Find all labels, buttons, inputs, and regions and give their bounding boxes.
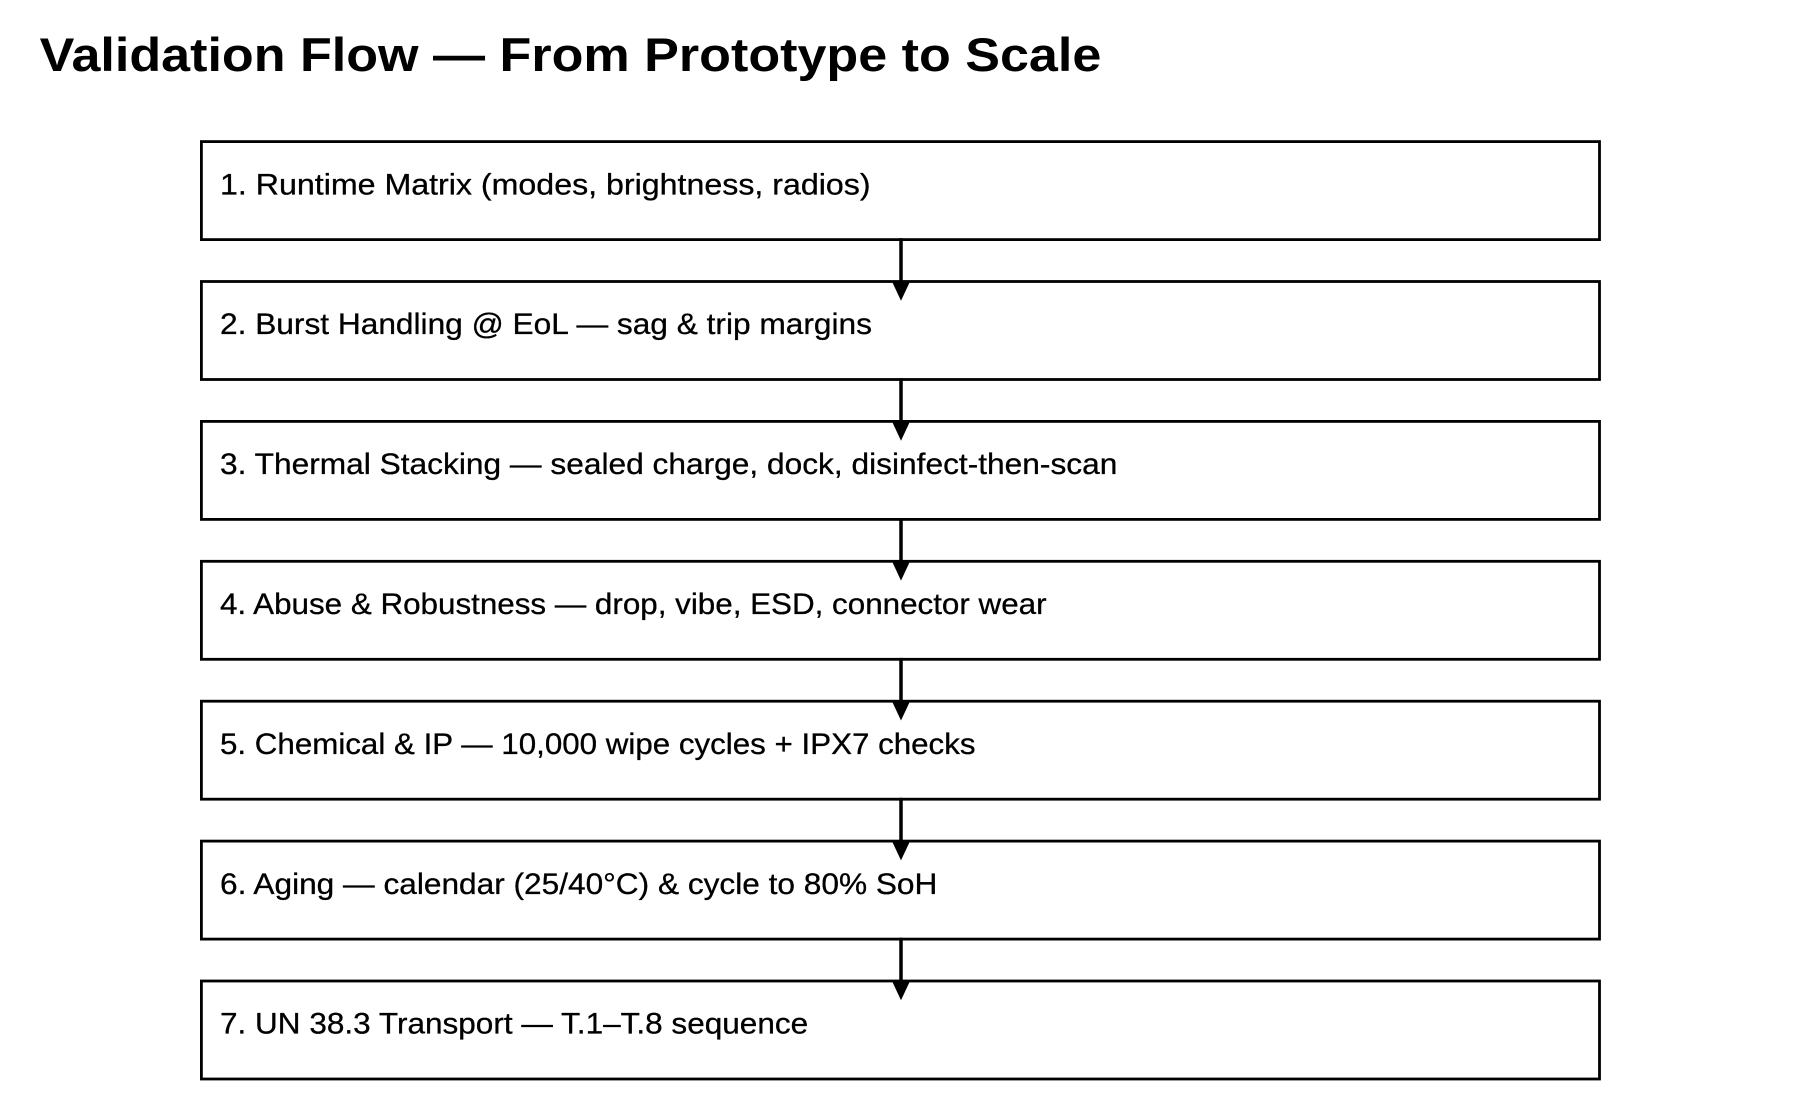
svg-text:7. UN 38.3 Transport — T.1–T.8: 7. UN 38.3 Transport — T.1–T.8 sequence (220, 1006, 808, 1040)
svg-text:3. Thermal Stacking — sealed c: 3. Thermal Stacking — sealed charge, doc… (220, 447, 1117, 481)
svg-text:Validation Flow — From Prototy: Validation Flow — From Prototype to Scal… (40, 29, 1102, 82)
svg-text:6. Aging — calendar (25/40°C): 6. Aging — calendar (25/40°C) & cycle to… (220, 867, 937, 901)
svg-text:4. Abuse & Robustness — drop,: 4. Abuse & Robustness — drop, vibe, ESD,… (220, 587, 1047, 621)
svg-text:2. Burst Handling @ EoL — sag: 2. Burst Handling @ EoL — sag & trip mar… (220, 307, 872, 341)
svg-text:1. Runtime Matrix (modes, brig: 1. Runtime Matrix (modes, brightness, ra… (220, 167, 871, 201)
svg-text:5. Chemical & IP — 10,000 wipe: 5. Chemical & IP — 10,000 wipe cycles + … (220, 727, 976, 760)
